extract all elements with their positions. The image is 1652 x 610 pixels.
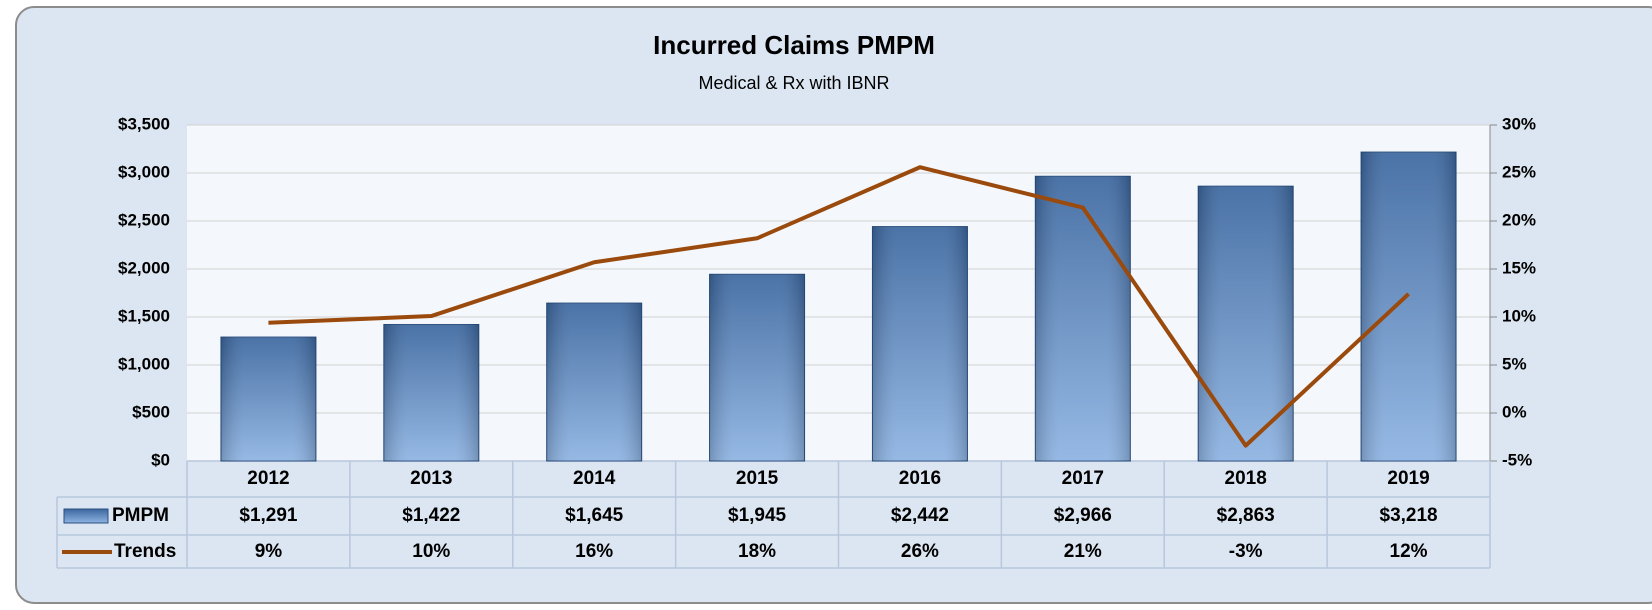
y2-tick-label: 0% [1502, 402, 1527, 421]
table-value: 26% [901, 541, 939, 562]
y-tick-label: $0 [151, 450, 170, 469]
y-tick-label: $500 [132, 402, 170, 421]
bar-shade [872, 226, 968, 461]
y2-tick-label: 30% [1502, 114, 1536, 133]
chart-subtitle: Medical & Rx with IBNR [698, 73, 889, 93]
y-tick-label: $2,000 [118, 258, 170, 277]
table-value: $2,966 [1054, 505, 1112, 526]
y2-tick-label: 20% [1502, 210, 1536, 229]
y-tick-label: $1,000 [118, 354, 170, 373]
chart-title: Incurred Claims PMPM [653, 30, 935, 60]
y2-tick-label: 10% [1502, 306, 1536, 325]
x-tick-label: 2015 [736, 468, 779, 489]
bar-shade [1035, 176, 1131, 461]
bar-shade [709, 274, 805, 461]
y-tick-label: $2,500 [118, 210, 170, 229]
x-tick-label: 2017 [1062, 468, 1104, 489]
legend-key-bar [63, 508, 109, 524]
bar-shade [1198, 186, 1294, 462]
y-tick-label: $1,500 [118, 306, 170, 325]
table-value: 10% [412, 541, 450, 562]
bar-shade [1361, 152, 1457, 461]
y-tick-label: $3,000 [118, 162, 170, 181]
x-tick-label: 2018 [1225, 468, 1267, 489]
table-value: $1,291 [239, 505, 298, 526]
table-value: 21% [1064, 541, 1102, 562]
table-value: $2,863 [1217, 505, 1275, 526]
table-value: -3% [1229, 541, 1263, 562]
table-value: $2,442 [891, 505, 949, 526]
y2-tick-label: 5% [1502, 354, 1527, 373]
table-value: $1,945 [728, 505, 787, 526]
table-value: $3,218 [1380, 505, 1438, 526]
x-tick-label: 2012 [247, 468, 289, 489]
x-tick-label: 2013 [410, 468, 452, 489]
legend-label: Trends [114, 541, 176, 562]
x-tick-label: 2019 [1387, 468, 1429, 489]
bar-shade [220, 337, 316, 461]
bar-shade [383, 324, 479, 461]
x-tick-label: 2016 [899, 468, 941, 489]
legend-label: PMPM [112, 505, 169, 526]
y2-tick-label: -5% [1502, 450, 1532, 469]
y2-tick-label: 25% [1502, 162, 1536, 181]
x-tick-label: 2014 [573, 468, 616, 489]
table-value: 16% [575, 541, 613, 562]
table-value: $1,422 [402, 505, 460, 526]
table-value: 12% [1390, 541, 1428, 562]
plot-area [187, 125, 1490, 461]
trend-line [268, 165, 1410, 448]
bar-shade [546, 303, 642, 461]
y2-tick-label: 15% [1502, 258, 1536, 277]
table-value: 18% [738, 541, 776, 562]
table-value: 9% [255, 541, 283, 562]
y-tick-label: $3,500 [118, 114, 170, 133]
table-value: $1,645 [565, 505, 624, 526]
